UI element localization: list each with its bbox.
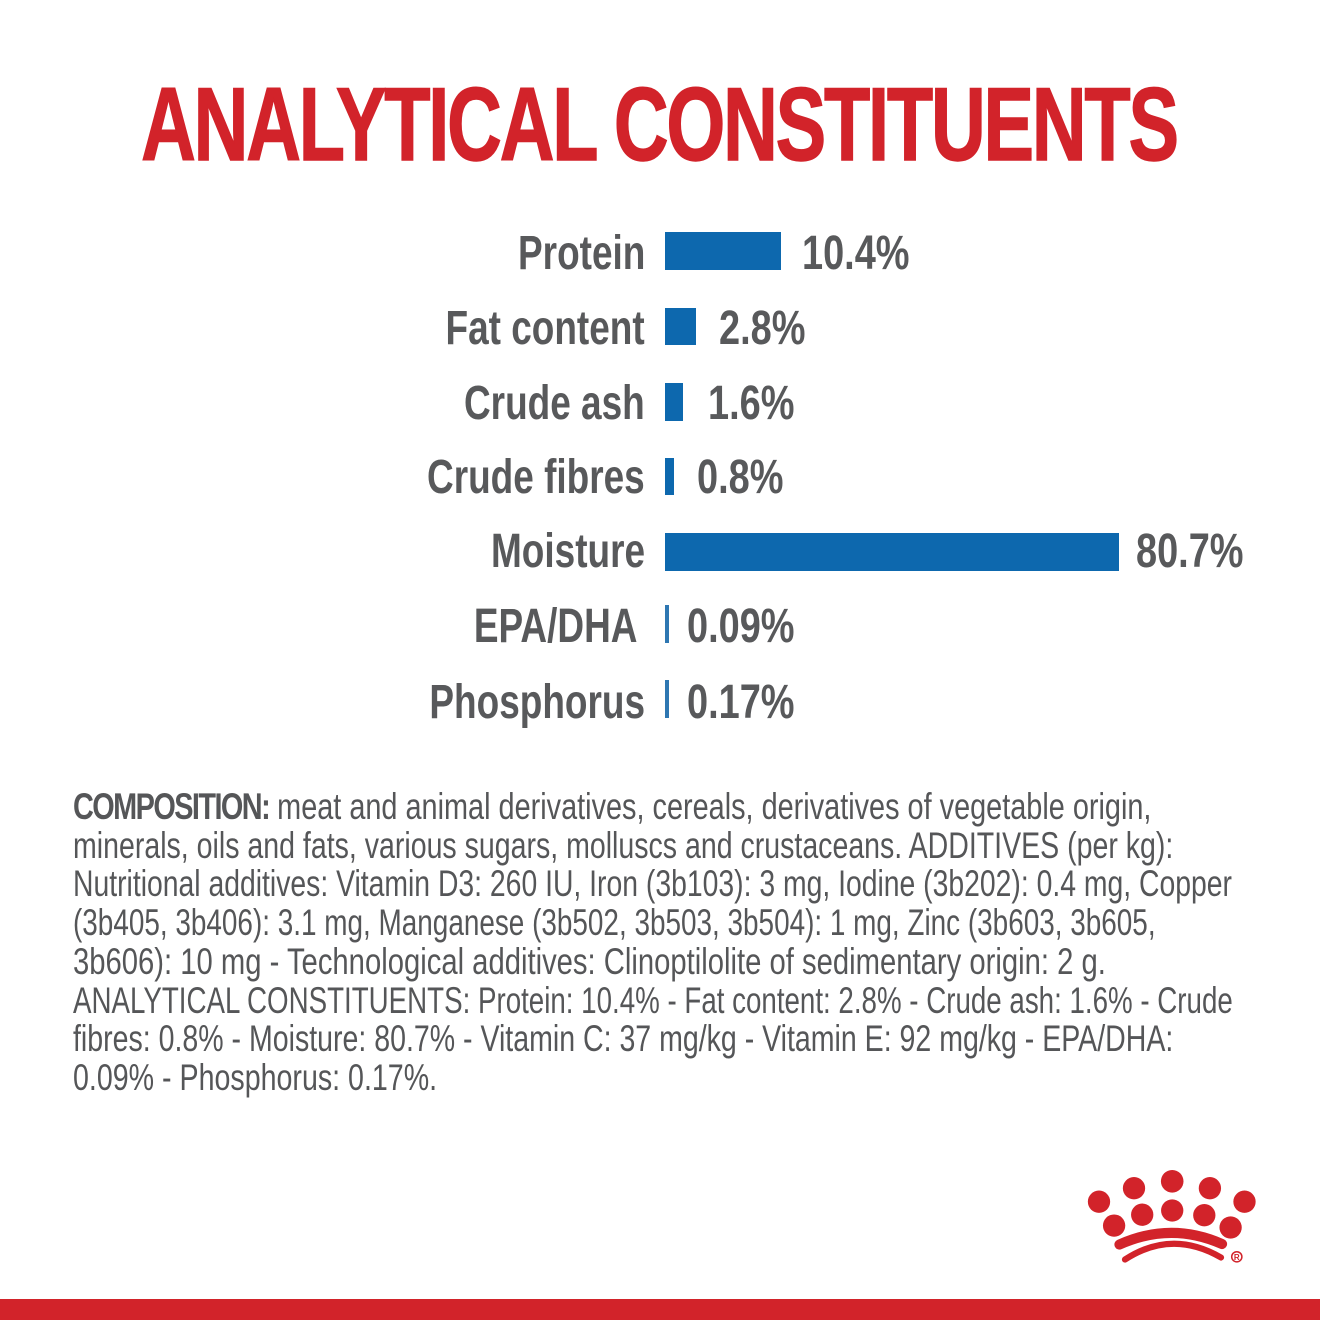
svg-text:R: R [1234,1253,1240,1262]
